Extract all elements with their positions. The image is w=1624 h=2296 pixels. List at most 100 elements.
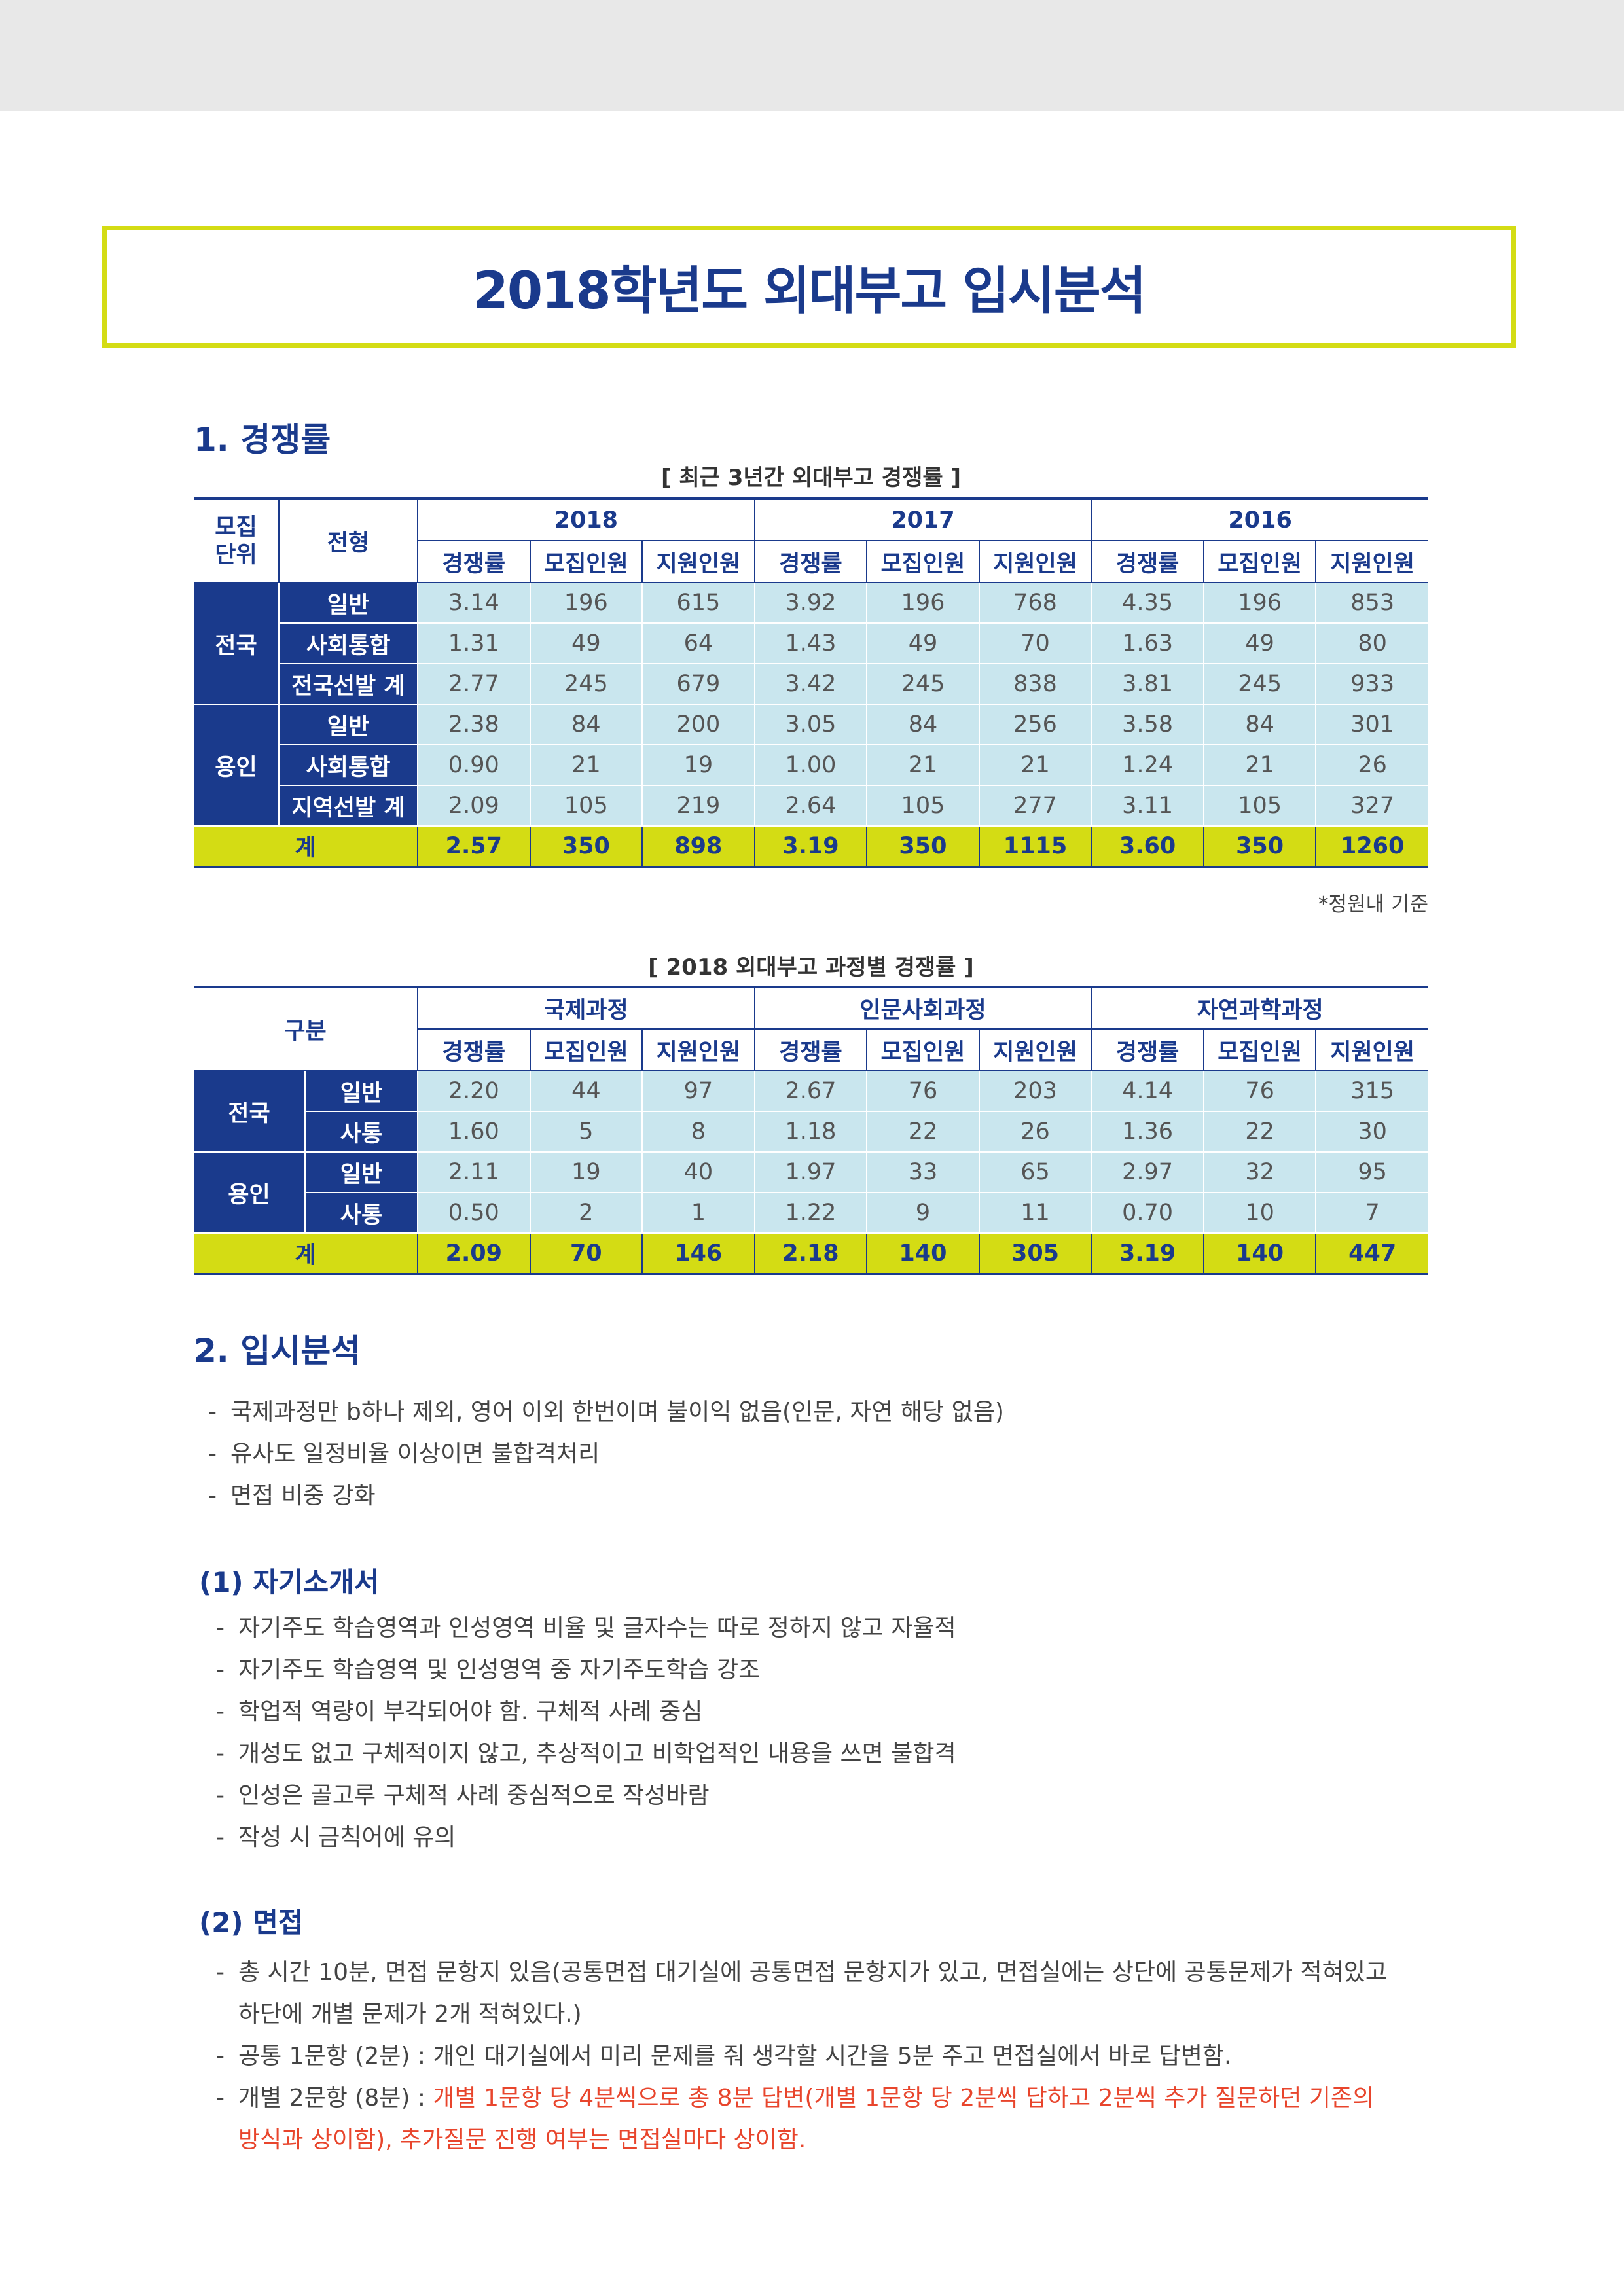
table1-caption: [ 최근 3년간 외대부고 경쟁률 ]	[661, 465, 961, 491]
list-item: - 인성은 골고루 구체적 사례 중심적으로 작성바람	[216, 1775, 1434, 1817]
col-applicants: 지원인원	[1315, 1029, 1428, 1071]
list-item-text: 자기주도 학습영역과 인성영역 비율 및 글자수는 따로 정하지 않고 자율적	[238, 1615, 956, 1641]
table-cell: 256	[978, 704, 1092, 745]
table-cell: 30	[1315, 1111, 1428, 1153]
table-cell: 97	[641, 1071, 755, 1112]
table-cell: 2.77	[417, 664, 530, 705]
table-cell: 2.11	[417, 1152, 530, 1193]
list-item: - 학업적 역량이 부각되어야 함. 구체적 사례 중심	[216, 1691, 1434, 1733]
essay-heading: (1) 자기소개서	[199, 1566, 380, 1598]
table-row: 사회통합 1.31 49 64 1.43 49 70 1.63 49 80	[194, 623, 1428, 664]
table-cell: 1.00	[753, 745, 867, 786]
list-item-text: 학업적 역량이 부각되어야 함. 구체적 사례 중심	[238, 1698, 703, 1725]
total-cell: 70	[529, 1233, 643, 1275]
total-cell: 146	[641, 1233, 755, 1275]
table-cell: 853	[1315, 583, 1428, 624]
head-year-2018: 2018	[417, 497, 755, 541]
table-cell: 615	[641, 583, 755, 624]
table-cell: 10	[1202, 1193, 1316, 1234]
table-cell: 1	[641, 1193, 755, 1234]
table-cell: 80	[1315, 623, 1428, 664]
competition-table-by-course: 구분 국제과정 인문사회과정 자연과학과정 경쟁률 모집인원 지원인원 경쟁률 …	[194, 986, 1428, 1275]
dash: -	[216, 2085, 225, 2111]
table-row: 전국 일반 2.20 44 97 2.67 76 203 4.14 76 315	[194, 1071, 1428, 1153]
col-rate: 경쟁률	[753, 541, 867, 583]
row-label: 사통	[304, 1193, 418, 1234]
total-cell: 3.19	[1091, 1233, 1204, 1275]
table-cell: 3.81	[1091, 664, 1204, 705]
table-cell: 21	[866, 745, 979, 786]
total-row: 계 2.09 70 146 2.18 140 305 3.19 140 447	[194, 1233, 1428, 1275]
interview-heading: (2) 면접	[199, 1907, 304, 1939]
table-cell: 40	[641, 1152, 755, 1193]
table-cell: 105	[1202, 785, 1316, 827]
list-item: - 국제과정만 b하나 제외, 영어 이외 한번이며 불이익 없음(인문, 자연 …	[208, 1391, 1426, 1433]
list-item: - 개성도 없고 구체적이지 않고, 추상적이고 비학업적인 내용을 쓰면 불합격	[216, 1733, 1434, 1775]
table-cell: 301	[1315, 704, 1428, 745]
head-course-science: 자연과학과정	[1091, 986, 1428, 1030]
table-cell: 315	[1315, 1071, 1428, 1112]
col-quota: 모집인원	[1202, 541, 1316, 583]
list-item: - 작성 시 금칙어에 유의	[216, 1817, 1434, 1859]
table-cell: 196	[1202, 583, 1316, 624]
list-item-text: 자기주도 학습영역 및 인성영역 중 자기주도학습 강조	[238, 1657, 761, 1683]
table-cell: 1.18	[753, 1111, 867, 1153]
total-cell: 2.18	[753, 1233, 867, 1275]
head-year-2017: 2017	[753, 497, 1092, 541]
row-label: 일반	[304, 1152, 418, 1193]
list-item-text: 면접 비중 강화	[230, 1482, 376, 1509]
col-quota: 모집인원	[1202, 1029, 1316, 1071]
list-item-text: 총 시간 10분, 면접 문항지 있음(공통면접 대기실에 공통면접 문항지가 …	[238, 1959, 1388, 1986]
page-title: 2018학년도 외대부고 입시분석	[473, 262, 1147, 321]
row-label: 일반	[304, 1071, 418, 1112]
dash: -	[216, 1824, 225, 1851]
table2-caption: [ 2018 외대부고 과정별 경쟁률 ]	[648, 954, 974, 980]
list-item: - 자기주도 학습영역 및 인성영역 중 자기주도학습 강조	[216, 1649, 1434, 1691]
dash: -	[216, 2043, 225, 2070]
row-label: 지역선발 계	[278, 785, 418, 827]
table-cell: 49	[529, 623, 643, 664]
table-cell: 21	[978, 745, 1092, 786]
total-cell: 1260	[1315, 826, 1428, 868]
analysis-bullets: - 국제과정만 b하나 제외, 영어 이외 한번이며 불이익 없음(인문, 자연 …	[208, 1391, 1426, 1517]
table-cell: 838	[978, 664, 1092, 705]
col-quota: 모집인원	[866, 541, 979, 583]
table-cell: 196	[866, 583, 979, 624]
section-1-heading: 1. 경쟁률	[194, 421, 331, 459]
essay-bullets: - 자기주도 학습영역과 인성영역 비율 및 글자수는 따로 정하지 않고 자율적…	[216, 1607, 1434, 1859]
dash: -	[208, 1399, 217, 1426]
table-cell: 4.35	[1091, 583, 1204, 624]
table-cell: 327	[1315, 785, 1428, 827]
list-item-text: 개성도 없고 구체적이지 않고, 추상적이고 비학업적인 내용을 쓰면 불합격	[238, 1740, 956, 1767]
table-cell: 9	[866, 1193, 979, 1234]
table-cell: 933	[1315, 664, 1428, 705]
table-cell: 245	[529, 664, 643, 705]
list-item-text: 공통 1문항 (2분) : 개인 대기실에서 미리 문제를 줘 생각할 시간을 …	[238, 2043, 1232, 2070]
total-cell: 2.09	[417, 1233, 530, 1275]
total-label: 계	[194, 1233, 418, 1275]
dash: -	[208, 1441, 217, 1467]
top-gray-band	[0, 0, 1624, 111]
table-cell: 1.60	[417, 1111, 530, 1153]
total-label: 계	[194, 826, 418, 868]
head-unit: 모집 단위	[194, 497, 279, 583]
list-item-text: 개별 2문항 (8분) :	[238, 2085, 433, 2111]
row-group-label: 전국	[194, 1071, 305, 1153]
total-cell: 350	[1202, 826, 1316, 868]
table-row: 용인 일반 2.38 84 200 3.05 84 256 3.58 84 301	[194, 704, 1428, 827]
row-group-label: 용인	[194, 1152, 305, 1234]
table-cell: 3.58	[1091, 704, 1204, 745]
table-cell: 1.97	[753, 1152, 867, 1193]
table-cell: 76	[1202, 1071, 1316, 1112]
table-cell: 768	[978, 583, 1092, 624]
table-cell: 1.63	[1091, 623, 1204, 664]
table-cell: 21	[1202, 745, 1316, 786]
table-cell: 3.05	[753, 704, 867, 745]
table-cell: 245	[866, 664, 979, 705]
table-cell: 0.90	[417, 745, 530, 786]
competition-table-3years: 모집 단위 전형 2018 2017 2016 경쟁률 모집인원 지원인원 경쟁…	[194, 497, 1428, 868]
table-cell: 84	[866, 704, 979, 745]
table-cell: 245	[1202, 664, 1316, 705]
table-cell: 2.97	[1091, 1152, 1204, 1193]
row-label: 사통	[304, 1111, 418, 1153]
